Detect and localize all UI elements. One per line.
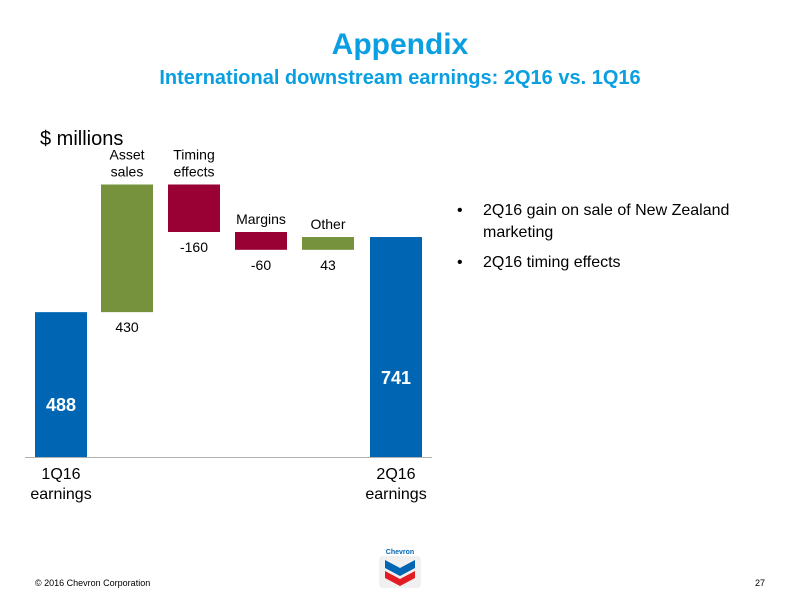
bar-5 [302, 237, 354, 250]
category-label-6: 2Q16 [376, 466, 415, 483]
bullet-text: 2Q16 gain on sale of New Zealand marketi… [483, 202, 730, 241]
category-label-3: effects [174, 163, 215, 179]
value-label-3: -160 [180, 239, 208, 255]
category-label-1: earnings [30, 486, 91, 503]
page-title: Appendix [331, 28, 469, 61]
category-label-4: Margins [236, 211, 286, 227]
bullet-list: • 2Q16 gain on sale of New Zealand market… [455, 200, 785, 282]
logo-chevron-red [385, 571, 415, 586]
bar-4 [235, 231, 287, 250]
bullet-glyph: • [457, 254, 463, 271]
value-label-5: 43 [320, 257, 336, 273]
chevron-logo-icon: Chevron [379, 549, 421, 588]
logo-text: Chevron [386, 549, 414, 556]
logo-chevron-blue [385, 560, 415, 576]
bar-3 [168, 184, 220, 232]
bullet-text: 2Q16 timing effects [483, 254, 621, 271]
category-label-2: Asset [109, 146, 144, 162]
category-label-6: earnings [365, 486, 426, 503]
bullet-item: • 2Q16 gain on sale of New Zealand market… [455, 200, 785, 244]
bar-1 [35, 312, 87, 457]
bullet-item: • 2Q16 timing effects [455, 252, 785, 274]
bullet-glyph: • [457, 202, 463, 219]
category-label-5: Other [310, 216, 345, 232]
unit-label: $ millions [40, 128, 124, 150]
footer-page-number: 27 [754, 578, 765, 588]
value-label-1: 488 [46, 395, 76, 415]
page-subtitle: International downstream earnings: 2Q16 … [159, 67, 641, 89]
value-label-6: 741 [381, 368, 411, 388]
bar-6 [370, 237, 422, 457]
footer-copyright: © 2016 Chevron Corporation [35, 578, 151, 588]
category-label-2: sales [111, 163, 144, 179]
category-label-1: 1Q16 [41, 466, 80, 483]
category-label-3: Timing [173, 146, 215, 162]
value-label-4: -60 [251, 257, 271, 273]
value-label-2: 430 [115, 319, 139, 335]
bar-2 [101, 184, 153, 313]
